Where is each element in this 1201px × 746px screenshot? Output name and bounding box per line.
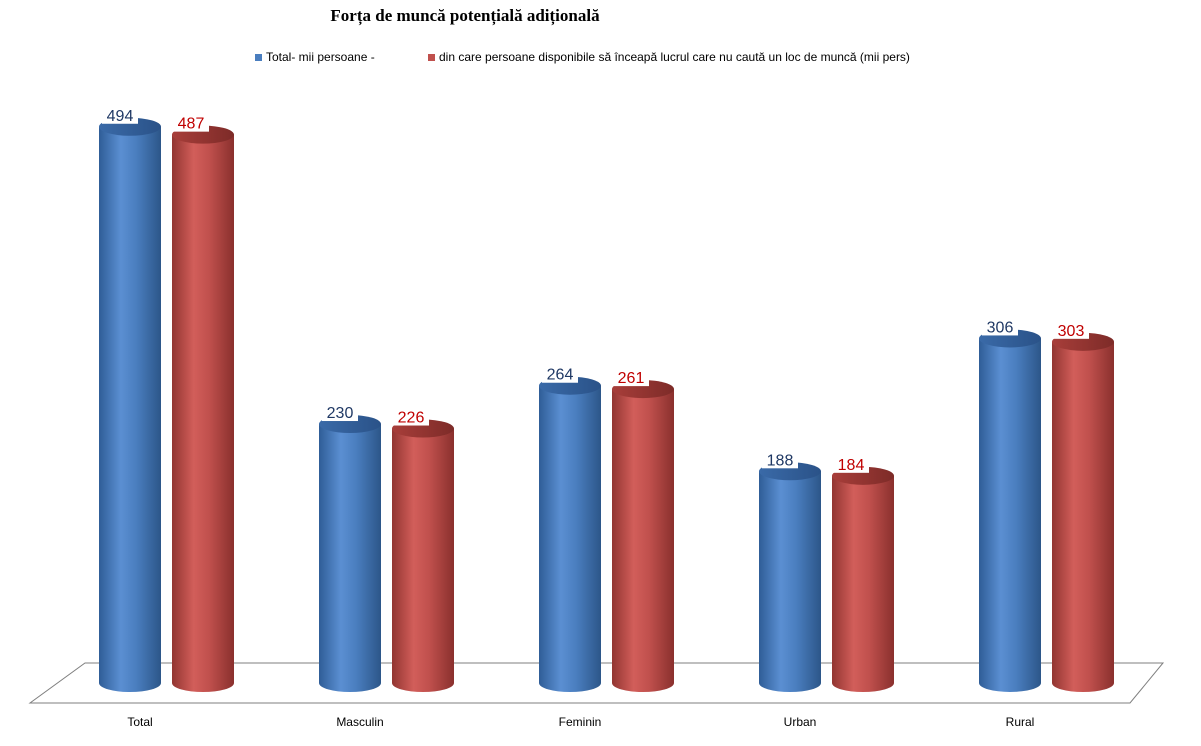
legend-item-available: din care persoane disponibile să înceapă… — [428, 50, 910, 64]
bar-masculin-series-2 — [392, 419, 454, 692]
bar-rural-series-2 — [1052, 332, 1114, 692]
bar-feminin-series-2 — [612, 380, 674, 692]
category-label-urban: Urban — [784, 715, 817, 729]
bar-urban-series-1 — [759, 462, 821, 692]
data-label-feminin-series-2: 261 — [618, 370, 645, 387]
data-label-masculin-series-2: 226 — [398, 410, 425, 427]
data-label-bg — [173, 112, 209, 132]
bar-body — [832, 475, 894, 692]
bar-body — [172, 134, 234, 692]
data-label-rural-series-2: 303 — [1058, 323, 1085, 340]
bar-body — [319, 424, 381, 692]
data-label-bg — [982, 316, 1018, 336]
category-label-total: Total — [127, 715, 152, 729]
data-label-masculin-series-1: 230 — [327, 405, 354, 422]
legend-label-available: din care persoane disponibile să înceapă… — [439, 50, 910, 64]
data-label-bg — [1053, 319, 1089, 339]
bar-total-series-1 — [99, 117, 161, 693]
data-label-bg — [762, 449, 798, 469]
bar-feminin-series-1 — [539, 376, 601, 692]
legend-item-total: Total- mii persoane - — [255, 50, 375, 64]
data-label-total-series-2: 487 — [178, 116, 205, 133]
bar-body — [979, 338, 1041, 692]
bar-masculin-series-1 — [319, 415, 381, 692]
data-label-bg — [322, 402, 358, 422]
bar-body — [539, 385, 601, 692]
legend-swatch-red-icon — [428, 53, 435, 61]
data-label-total-series-1: 494 — [107, 108, 134, 125]
legend-label-total: Total- mii persoane - — [266, 50, 375, 64]
data-label-bg — [542, 363, 578, 383]
chart-title: Forța de muncă potențială adițională — [330, 6, 600, 25]
category-label-rural: Rural — [1006, 715, 1035, 729]
category-label-feminin: Feminin — [559, 715, 602, 729]
category-labels-group: Total Masculin Feminin Urban Rural — [127, 715, 1034, 729]
bar-body — [612, 389, 674, 692]
data-label-bg — [833, 453, 869, 473]
legend: Total- mii persoane - din care persoane … — [0, 50, 1201, 68]
bars-group: 494 487 230 226 264 261 188 184 306 303 — [99, 104, 1114, 693]
bar-body — [392, 428, 454, 692]
bar-rural-series-1 — [979, 329, 1041, 692]
data-label-urban-series-1: 188 — [767, 452, 794, 469]
bar-urban-series-2 — [832, 466, 894, 692]
data-label-bg — [393, 406, 429, 426]
bar-body — [99, 126, 161, 693]
bar-body — [759, 471, 821, 692]
bar-total-series-2 — [172, 125, 234, 692]
legend-swatch-blue-icon — [255, 53, 262, 61]
data-label-bg — [102, 104, 138, 124]
bar-body — [1052, 341, 1114, 692]
category-label-masculin: Masculin — [336, 715, 383, 729]
data-label-bg — [613, 367, 649, 387]
data-label-feminin-series-1: 264 — [547, 367, 574, 384]
data-label-urban-series-2: 184 — [838, 457, 865, 474]
data-label-rural-series-1: 306 — [987, 319, 1014, 336]
